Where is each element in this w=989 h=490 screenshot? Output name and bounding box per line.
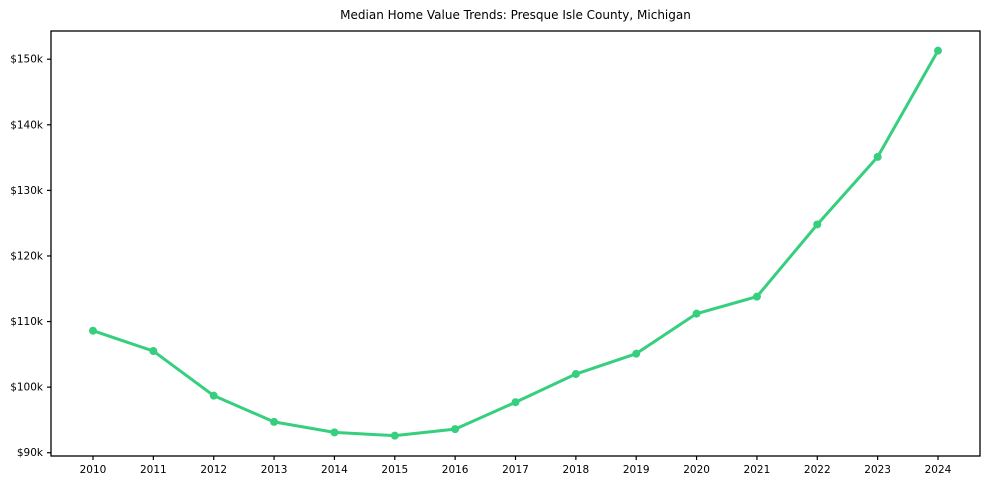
x-axis-tick-label: 2013 [261, 464, 288, 476]
y-axis-tick-label: $150k [10, 54, 44, 66]
x-axis-tick-label: 2017 [502, 464, 529, 476]
x-axis-tick-label: 2016 [442, 464, 469, 476]
y-axis-tick-label: $100k [10, 382, 44, 394]
y-axis-tick-label: $130k [10, 185, 44, 197]
x-axis-tick-label: 2024 [925, 464, 952, 476]
data-point-2018 [571, 370, 580, 379]
data-point-2012 [209, 391, 218, 400]
x-axis-tick-label: 2010 [80, 464, 107, 476]
data-point-2024 [934, 46, 942, 55]
x-axis-tick-label: 2015 [381, 464, 408, 476]
data-point-2013 [270, 417, 279, 426]
data-point-2010 [89, 326, 97, 335]
data-point-2021 [752, 292, 761, 301]
data-point-2020 [692, 309, 701, 318]
chart-title: Median Home Value Trends: Presque Isle C… [340, 8, 691, 22]
data-point-2023 [873, 152, 882, 161]
x-axis-tick-label: 2018 [562, 464, 589, 476]
y-axis-tick-label: $110k [10, 316, 44, 328]
plot-area-border [50, 30, 981, 457]
x-axis-tick-label: 2012 [200, 464, 227, 476]
data-point-2017 [511, 398, 520, 407]
data-point-2015 [390, 431, 399, 440]
data-point-2016 [451, 425, 460, 434]
x-axis-tick-label: 2011 [140, 464, 167, 476]
y-axis-tick-label: $90k [17, 447, 44, 459]
x-axis-tick-label: 2014 [321, 464, 348, 476]
x-axis-tick-label: 2019 [623, 464, 650, 476]
x-axis-tick-label: 2023 [864, 464, 891, 476]
trend-line [91, 49, 940, 438]
x-axis-tick-label: 2022 [804, 464, 831, 476]
y-axis-tick-label: $120k [10, 250, 44, 262]
data-point-2022 [813, 220, 822, 229]
data-point-2019 [632, 349, 641, 358]
data-point-2011 [149, 347, 158, 356]
y-axis-tick-label: $140k [10, 119, 44, 131]
x-axis-tick-label: 2020 [683, 464, 710, 476]
x-axis-tick-label: 2021 [744, 464, 771, 476]
data-point-2014 [330, 428, 339, 437]
